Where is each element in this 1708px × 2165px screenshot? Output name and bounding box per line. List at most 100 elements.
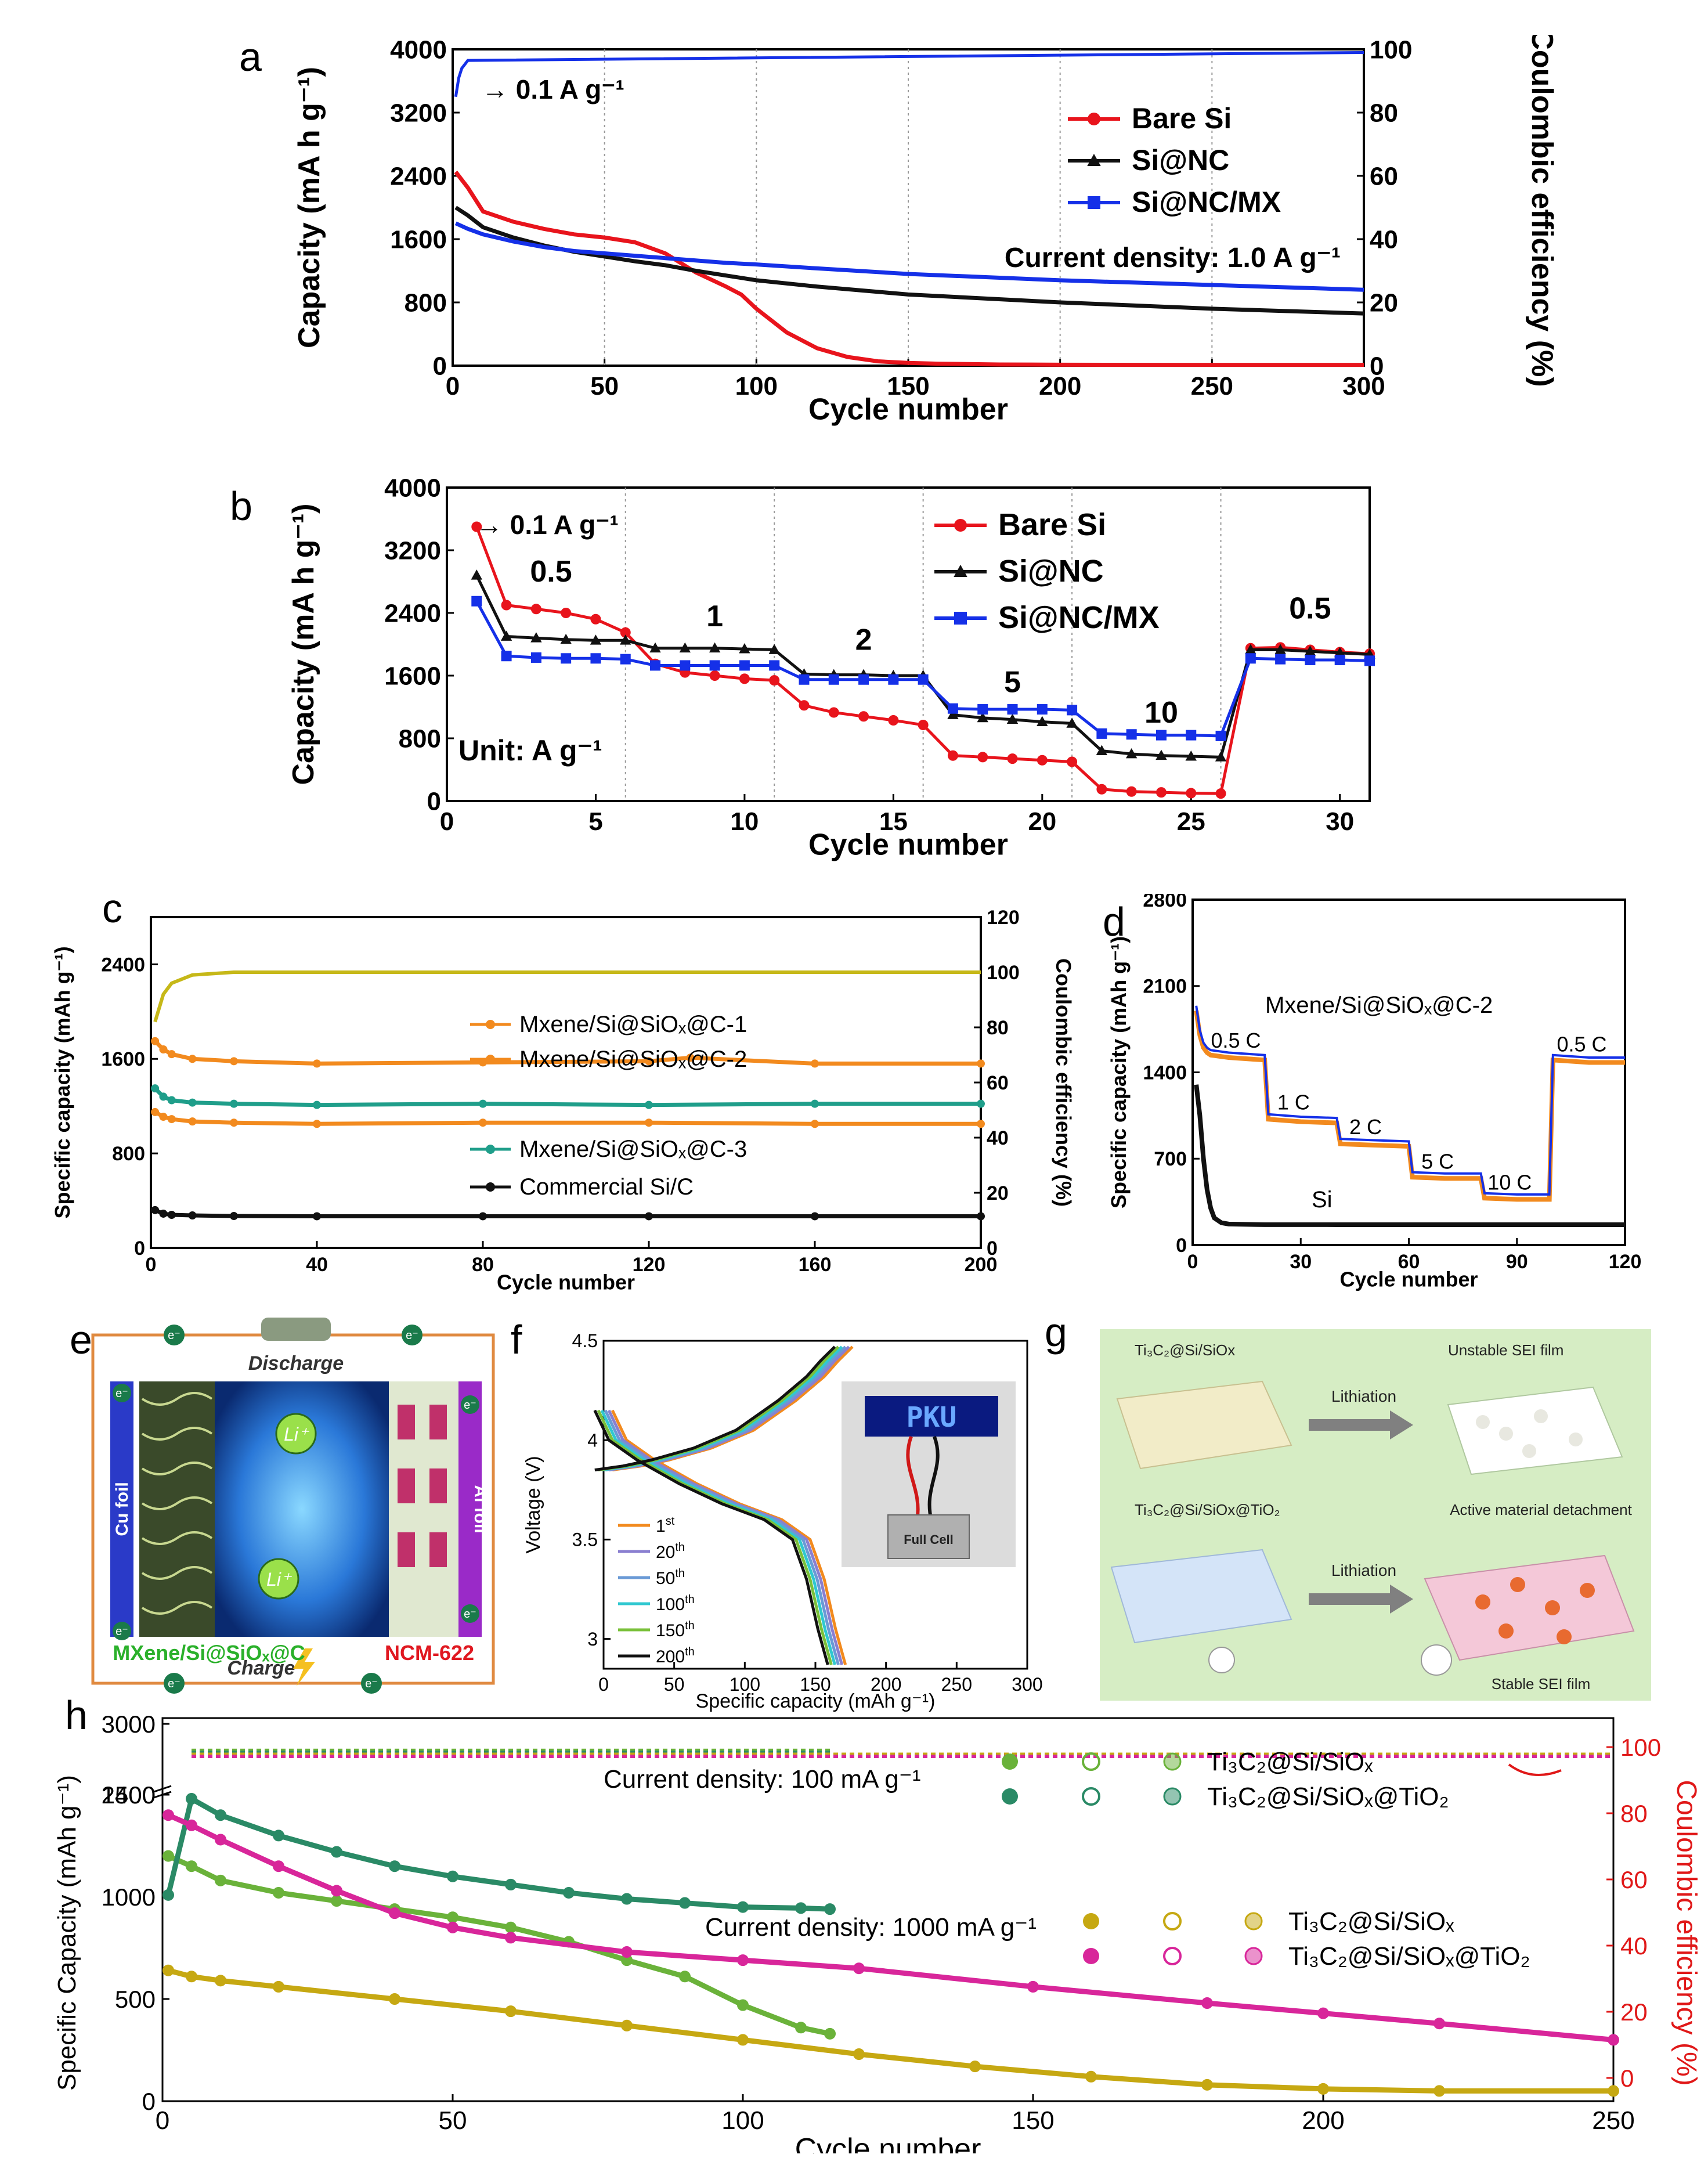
legend-marker xyxy=(486,1182,495,1192)
y-tick-label: 700 xyxy=(1154,1148,1187,1170)
series-marker-2 xyxy=(799,674,810,685)
series-marker-2 xyxy=(1067,705,1078,716)
series-marker-2 xyxy=(1096,728,1107,739)
series-marker-0 xyxy=(799,700,810,711)
series-line-0 xyxy=(167,1853,830,2037)
arrow-top xyxy=(1309,1410,1413,1439)
series-marker-2 xyxy=(1007,704,1018,715)
series-marker-0 xyxy=(1096,784,1107,795)
series-marker-2 xyxy=(888,674,899,685)
series-marker-0 xyxy=(1186,788,1197,799)
series-marker-3 xyxy=(1027,1980,1039,1993)
cathode-lattice xyxy=(398,1405,447,1567)
rate-label: 0.5 xyxy=(1289,591,1331,625)
svg-text:e⁻: e⁻ xyxy=(406,1329,418,1342)
series-marker-2 xyxy=(811,1099,819,1108)
svg-text:Ti₃C₂@Si/SiOx@TiO₂: Ti₃C₂@Si/SiOx@TiO₂ xyxy=(1135,1501,1280,1518)
series-marker-1 xyxy=(795,1902,807,1914)
y2-tick-label: 60 xyxy=(987,1072,1009,1094)
legend-marker-filled xyxy=(1083,1913,1099,1929)
series-marker-2 xyxy=(1201,2079,1213,2091)
series-marker-3 xyxy=(1608,2034,1619,2046)
series-marker-1 xyxy=(530,632,542,643)
series-marker-0 xyxy=(447,1911,458,1924)
legend-marker xyxy=(954,564,967,577)
series-marker-0 xyxy=(313,1120,321,1128)
series-marker-0 xyxy=(1067,756,1078,767)
y2-axis-label: Coulombic efficiency (%) xyxy=(1052,958,1075,1207)
pouch-cell xyxy=(887,1514,970,1559)
series-line-2 xyxy=(167,1968,1613,2094)
x-tick-label: 0 xyxy=(156,2106,169,2135)
x-tick-label: 40 xyxy=(306,1254,328,1276)
rate-label: 5 xyxy=(1004,665,1021,699)
legend-marker xyxy=(486,1020,495,1029)
ce-line xyxy=(454,50,1364,98)
charge-line-5 xyxy=(594,1345,836,1472)
y-tick-label: 0 xyxy=(427,787,441,816)
ce-arrow xyxy=(1508,1763,1562,1776)
ce-line xyxy=(153,970,981,1023)
y2-tick-label: 0 xyxy=(1370,352,1384,380)
x-tick-label: 0 xyxy=(1187,1251,1198,1273)
x-tick-label: 0 xyxy=(440,807,454,836)
series-marker-1 xyxy=(679,642,691,653)
x-tick-label: 50 xyxy=(590,372,619,400)
series-marker-1 xyxy=(188,1055,197,1063)
series-label: Si xyxy=(1312,1187,1333,1213)
battery-schematic-svg: Li⁺ Li⁺ Cu foil Al foil Discharge Charge… xyxy=(91,1318,495,1694)
legend-label: Ti₃C₂@Si/SiOₓ xyxy=(1288,1907,1454,1936)
series-marker-0 xyxy=(501,600,512,611)
series-marker-3 xyxy=(1317,2007,1329,2019)
series-marker-3 xyxy=(621,1946,633,1958)
series-marker-1 xyxy=(159,1045,168,1053)
series-marker-1 xyxy=(167,1050,176,1059)
rate-label: 10 xyxy=(1144,696,1178,730)
x-tick-label: 10 xyxy=(730,807,759,836)
x-axis-label: Cycle number xyxy=(808,392,1008,426)
series-marker-2 xyxy=(853,2048,865,2061)
x-tick-label: 200 xyxy=(1302,2106,1344,2135)
x-tick-label: 0 xyxy=(598,1674,609,1695)
svg-text:e⁻: e⁻ xyxy=(168,1677,180,1690)
series-marker-3 xyxy=(273,1860,284,1872)
series-marker-3 xyxy=(737,1954,749,1966)
legend-marker xyxy=(954,519,967,532)
series-line-0 xyxy=(154,1110,981,1126)
panel-label-b: b xyxy=(230,483,252,529)
svg-text:MXene/Si@SiOₓ@C: MXene/Si@SiOₓ@C xyxy=(113,1641,305,1665)
series-marker-0 xyxy=(159,1113,168,1121)
x-axis-label: Specific capacity (mAh g⁻¹) xyxy=(696,1690,936,1712)
series-marker-2 xyxy=(709,660,720,671)
legend-marker xyxy=(486,1145,495,1154)
series-marker-2 xyxy=(1126,729,1137,740)
legend-marker-half xyxy=(1163,1787,1182,1806)
y-tick-label: 1500 xyxy=(102,1781,156,1809)
anode-block xyxy=(139,1381,215,1637)
legend-marker xyxy=(1087,153,1101,166)
series-marker-1 xyxy=(389,1860,400,1872)
series-marker-2 xyxy=(273,1980,284,1993)
series-marker-0 xyxy=(186,1860,197,1872)
rate-label: 0.5 C xyxy=(1211,1029,1261,1052)
annotation-rate: → 0.1 A g⁻¹ xyxy=(482,74,624,104)
x-tick-label: 300 xyxy=(1342,372,1385,400)
x-tick-label: 150 xyxy=(800,1674,830,1695)
y2-tick-label: 20 xyxy=(1370,288,1398,317)
series-marker-0 xyxy=(471,521,482,532)
y2-tick-label: 0 xyxy=(1620,2065,1634,2092)
series-marker-1 xyxy=(947,709,959,719)
series-marker-3 xyxy=(159,1209,168,1218)
y-tick-label: 800 xyxy=(405,288,447,317)
series-marker-2 xyxy=(977,704,988,715)
series-marker-2 xyxy=(186,1971,197,1983)
series-marker-3 xyxy=(447,1921,458,1933)
y2-tick-label: 100 xyxy=(1370,35,1412,64)
series-marker-0 xyxy=(561,608,572,618)
series-marker-3 xyxy=(645,1212,653,1221)
svg-text:NCM-622: NCM-622 xyxy=(385,1641,474,1665)
y-tick-label: 1000 xyxy=(102,1883,156,1911)
series-marker-2 xyxy=(1364,655,1375,666)
annotation-unit: Unit: A g⁻¹ xyxy=(458,734,602,767)
